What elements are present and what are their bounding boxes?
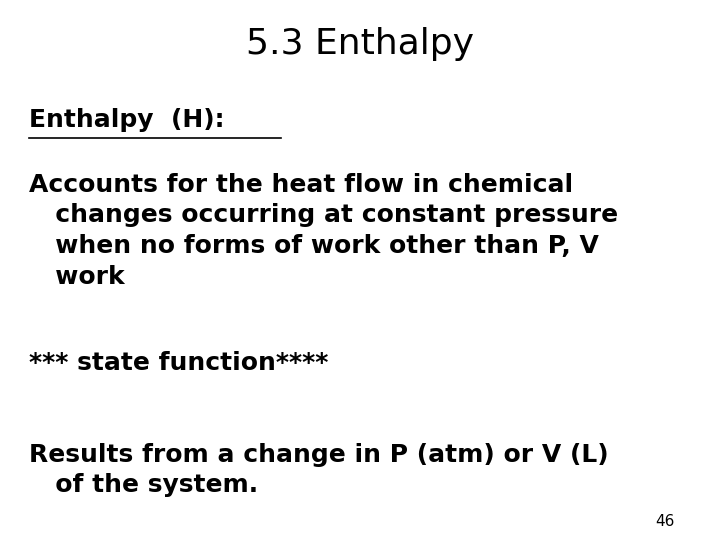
Text: Results from a change in P (atm) or V (L)
   of the system.: Results from a change in P (atm) or V (L… bbox=[29, 443, 608, 497]
Text: *** state function****: *** state function**** bbox=[29, 351, 328, 375]
Text: 46: 46 bbox=[655, 514, 675, 529]
Text: Enthalpy  (H):: Enthalpy (H): bbox=[29, 108, 225, 132]
Text: Accounts for the heat flow in chemical
   changes occurring at constant pressure: Accounts for the heat flow in chemical c… bbox=[29, 173, 618, 289]
Text: 5.3 Enthalpy: 5.3 Enthalpy bbox=[246, 27, 474, 61]
